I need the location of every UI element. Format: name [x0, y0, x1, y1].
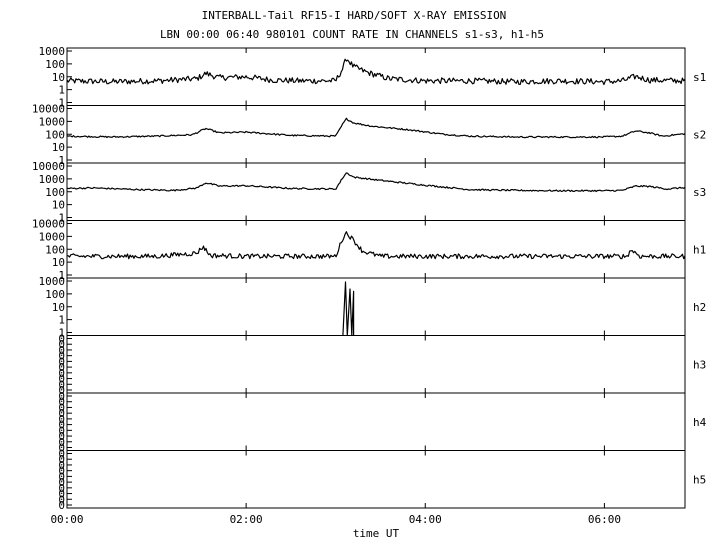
- series-line-h1: [66, 231, 686, 260]
- y-tick-label-h1: 10000: [32, 218, 65, 231]
- y-tick-label-h5: 0: [58, 453, 65, 466]
- y-tick-label-h5: 0: [58, 448, 65, 461]
- y-tick-label-h5: 0: [58, 465, 65, 478]
- y-tick-label-h1: 100: [45, 243, 65, 256]
- panel-frame-h4: [66, 392, 686, 451]
- y-tick-label-s2: 100: [45, 128, 65, 141]
- y-tick-label-s3: 100: [45, 186, 65, 199]
- panel-label-h4: h4: [693, 416, 707, 429]
- y-tick-label-h1: 1: [58, 269, 65, 282]
- panel-label-h3: h3: [693, 358, 706, 371]
- panel-label-s2: s2: [693, 128, 706, 141]
- y-tick-label-h3: 0: [58, 333, 65, 346]
- y-tick-label-s2: 10000: [32, 103, 65, 116]
- panel-label-h5: h5: [693, 473, 706, 486]
- y-tick-label-h3: 0: [58, 373, 65, 386]
- chart-subtitle: LBN 00:00 06:40 980101 COUNT RATE IN CHA…: [160, 28, 544, 41]
- y-tick-label-h4: 0: [58, 419, 65, 432]
- y-tick-label-s2: 10: [52, 141, 65, 154]
- series-line-s3: [66, 172, 686, 193]
- y-tick-label-h1: 1000: [39, 230, 66, 243]
- x-tick-label: 00:00: [50, 513, 83, 526]
- y-tick-label-h2: 100: [45, 288, 65, 301]
- y-tick-label-s1: 100: [45, 58, 65, 71]
- y-tick-label-h4: 0: [58, 407, 65, 420]
- y-tick-label-s3: 10000: [32, 160, 65, 173]
- y-tick-label-s1: 1: [58, 97, 65, 110]
- panel-frame-h5: [66, 450, 686, 509]
- y-tick-label-s3: 1: [58, 212, 65, 225]
- panel-label-s1: s1: [693, 71, 706, 84]
- y-tick-label-s2: 1000: [39, 115, 66, 128]
- chart-title: INTERBALL-Tail RF15-I HARD/SOFT X-RAY EM…: [202, 9, 507, 22]
- y-tick-label-h2: 1000: [39, 275, 66, 288]
- y-tick-label-h4: 0: [58, 424, 65, 437]
- panel-frame-h1: [66, 220, 686, 279]
- y-tick-label-h3: 0: [58, 338, 65, 351]
- y-tick-label-h5: 0: [58, 499, 65, 512]
- y-tick-label-h4: 0: [58, 396, 65, 409]
- y-tick-label-h2: 1: [58, 327, 65, 340]
- y-tick-label-h3: 0: [58, 344, 65, 357]
- y-tick-label-h3: 0: [58, 361, 65, 374]
- x-axis-label: time UT: [353, 527, 400, 540]
- y-tick-label-h1: 10: [52, 256, 65, 269]
- panel-frame-h3: [66, 335, 686, 394]
- x-tick-label: 02:00: [230, 513, 263, 526]
- plot-layer: s110001001011s2100001000100101s310000100…: [32, 45, 707, 526]
- x-tick-label: 04:00: [409, 513, 442, 526]
- y-tick-label-s1: 10: [52, 71, 65, 84]
- y-tick-label-h5: 0: [58, 493, 65, 506]
- panel-label-h1: h1: [693, 243, 706, 256]
- y-tick-label-s1: 1000: [39, 45, 66, 58]
- y-tick-label-s1: 1: [58, 84, 65, 97]
- panel-frame-h2: [66, 277, 686, 336]
- y-tick-label-h5: 0: [58, 488, 65, 501]
- y-tick-label-h4: 0: [58, 430, 65, 443]
- y-tick-label-h5: 0: [58, 470, 65, 483]
- series-line-s1: [66, 58, 686, 86]
- y-tick-label-s3: 10: [52, 199, 65, 212]
- y-tick-label-h3: 0: [58, 355, 65, 368]
- y-tick-label-h4: 0: [58, 401, 65, 414]
- series-line-h2: [342, 281, 355, 337]
- y-tick-label-h3: 0: [58, 384, 65, 397]
- y-tick-label-h2: 10: [52, 301, 65, 314]
- x-tick-label: 06:00: [588, 513, 621, 526]
- y-tick-label-h4: 0: [58, 413, 65, 426]
- y-tick-label-h3: 0: [58, 350, 65, 363]
- y-tick-label-s2: 1: [58, 154, 65, 167]
- y-tick-label-h4: 0: [58, 390, 65, 403]
- y-tick-label-h3: 0: [58, 378, 65, 391]
- y-tick-label-h5: 0: [58, 476, 65, 489]
- series-line-s2: [66, 117, 686, 139]
- panel-frame-s3: [66, 162, 686, 221]
- y-tick-label-h5: 0: [58, 482, 65, 495]
- y-tick-label-h4: 0: [58, 436, 65, 449]
- panel-label-h2: h2: [693, 301, 706, 314]
- y-tick-label-s3: 1000: [39, 173, 66, 186]
- panel-label-s3: s3: [693, 186, 706, 199]
- y-tick-label-h3: 0: [58, 367, 65, 380]
- y-tick-label-h2: 1: [58, 314, 65, 327]
- y-tick-label-h4: 0: [58, 442, 65, 455]
- panel-frame-s2: [66, 105, 686, 164]
- y-tick-label-h5: 0: [58, 459, 65, 472]
